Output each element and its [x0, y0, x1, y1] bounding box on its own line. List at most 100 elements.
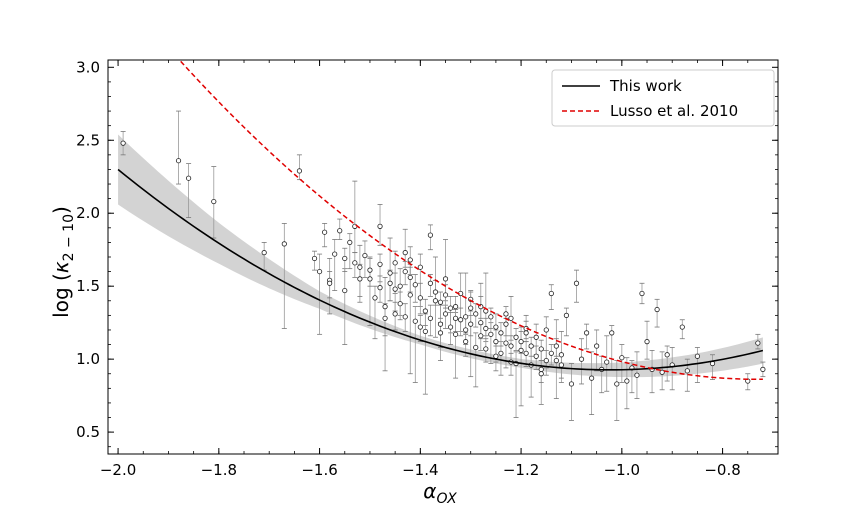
data-point [447, 324, 454, 330]
data-point [311, 255, 318, 262]
data-point [427, 280, 434, 286]
data-point [568, 381, 575, 387]
data-point [624, 378, 630, 384]
data-point [372, 295, 378, 301]
data-point [493, 353, 499, 359]
x-tick-label: −1.4 [402, 461, 438, 479]
data-point [377, 285, 383, 291]
x-tick-label: −1.6 [301, 461, 337, 479]
data-point [387, 280, 393, 286]
data-point [664, 352, 670, 358]
y-tick-label: 1.5 [76, 277, 100, 295]
data-point [342, 255, 348, 262]
data-point [503, 311, 509, 317]
data-point [407, 274, 413, 281]
data-point [463, 327, 469, 333]
data-point [548, 350, 554, 356]
data-point [342, 287, 348, 294]
data-point [367, 276, 373, 282]
data-point [412, 318, 418, 324]
data-point [594, 343, 600, 349]
data-point [498, 350, 504, 356]
data-point [488, 331, 494, 337]
data-point [523, 330, 529, 336]
data-point [679, 324, 685, 330]
this-work-fit-line [117, 168, 764, 371]
data-point [332, 251, 338, 257]
data-point [382, 304, 388, 310]
data-point [578, 356, 585, 362]
data-point [402, 314, 408, 320]
data-point [589, 375, 595, 381]
data-point [493, 339, 499, 345]
y-axis-label: log (κ2 − 10) [49, 206, 77, 318]
data-point [357, 264, 363, 270]
data-point [377, 223, 383, 229]
data-point [533, 334, 539, 340]
data-point [427, 232, 434, 238]
data-point [543, 327, 549, 333]
y-tick-label: 1.0 [76, 350, 100, 368]
data-point [362, 252, 368, 259]
data-point [437, 299, 444, 305]
data-point [513, 334, 519, 340]
legend-this-work-label: This work [609, 77, 682, 95]
data-point [452, 304, 459, 310]
y-tick-label: 2.5 [76, 131, 100, 149]
data-point [397, 301, 403, 307]
data-point [432, 298, 439, 304]
data-point [483, 325, 489, 332]
data-point [538, 371, 544, 377]
data-point [437, 321, 444, 327]
lusso-2010-fit-line [178, 60, 763, 381]
data-point [175, 158, 182, 164]
data-point [659, 369, 665, 375]
data-point [463, 314, 469, 320]
data-point [503, 340, 509, 346]
data-point [397, 283, 403, 289]
x-tick-label: −0.8 [704, 461, 740, 479]
x-axis-ticks: −2.0 −1.8 −1.6 −1.4 −1.2 −1.0 −0.8 [100, 60, 749, 479]
data-point [644, 339, 650, 345]
y-axis-ticks: 0.5 1.0 1.5 2.0 2.5 3.0 [76, 58, 778, 448]
data-point [488, 314, 494, 320]
data-point [442, 292, 449, 298]
data-point [523, 350, 529, 356]
data-point [760, 366, 766, 372]
data-point [402, 250, 408, 256]
data-point [452, 331, 459, 337]
x-axis-label: αOX [423, 479, 457, 507]
data-point [483, 346, 489, 352]
data-point [327, 280, 333, 286]
data-point [422, 328, 428, 335]
data-point [120, 140, 126, 146]
data-point [518, 347, 524, 353]
x-tick-label: −1.0 [604, 461, 640, 479]
data-point [412, 282, 418, 288]
x-tick-label: −1.2 [503, 461, 539, 479]
data-point [478, 320, 484, 326]
data-point [402, 268, 408, 275]
data-point [473, 311, 479, 317]
data-point [518, 339, 524, 345]
data-point [619, 355, 625, 361]
data-point [493, 324, 499, 330]
plot-area [117, 60, 766, 421]
data-point [261, 250, 267, 256]
y-tick-label: 3.0 [76, 58, 100, 76]
x-tick-label: −1.8 [201, 461, 237, 479]
data-point [553, 343, 559, 349]
data-point [473, 344, 479, 351]
data-point [186, 175, 192, 181]
data-point [422, 308, 428, 314]
data-point [583, 330, 590, 336]
legend-lusso-label: Lusso et al. 2010 [610, 102, 738, 120]
confidence-band [118, 134, 763, 378]
data-point [508, 343, 514, 349]
data-point [684, 368, 690, 374]
data-point [468, 321, 474, 327]
data-point [548, 290, 554, 297]
data-point [337, 228, 343, 234]
data-point [427, 315, 434, 321]
